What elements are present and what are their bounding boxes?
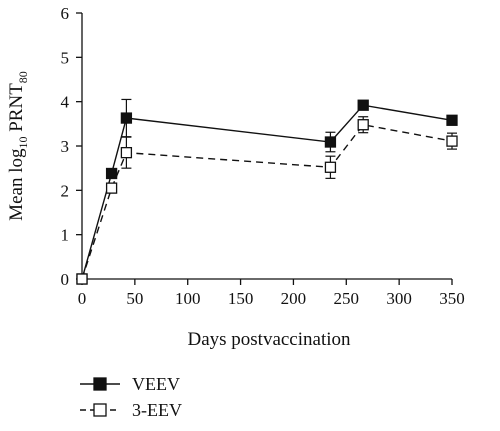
y-tick-label: 2: [61, 181, 70, 200]
y-tick-label: 4: [61, 93, 70, 112]
axes: [81, 13, 452, 280]
data-point: [120, 146, 133, 159]
y-axis-title-sub: 10: [16, 137, 30, 149]
data-point: [357, 99, 369, 111]
data-point: [76, 273, 88, 285]
y-tick-label: 3: [61, 137, 70, 156]
x-axis-title: Days postvaccination: [187, 329, 351, 350]
x-tick-label: 200: [281, 289, 307, 308]
series-line: [81, 123, 453, 280]
data-point: [105, 167, 118, 180]
x-tick-label: 0: [78, 289, 87, 308]
y-ticks: 0 1 2 3 4 5 6: [61, 4, 82, 289]
y-axis-title-sub2: 80: [16, 71, 30, 83]
y-tick-label: 5: [61, 48, 70, 67]
data-point: [105, 182, 118, 194]
data-point: [324, 136, 337, 148]
x-tick-label: 350: [439, 289, 465, 308]
y-tick-label: 1: [61, 226, 70, 245]
series-3-eev: [76, 116, 458, 285]
y-tick-label: 6: [61, 4, 70, 23]
data-point: [446, 114, 458, 126]
legend: VEEV 3-EEV: [80, 374, 182, 420]
legend-label: VEEV: [132, 374, 180, 394]
y-axis-title-rest: PRNT: [6, 83, 27, 137]
x-ticks: 0 50 100 150 200 250 300 350: [78, 279, 465, 308]
x-tick-label: 100: [175, 289, 201, 308]
y-axis-title: Mean log10 PRNT80: [6, 71, 30, 221]
data-point: [120, 112, 133, 124]
series-veev: [76, 98, 458, 285]
y-axis-title-main: Mean log: [6, 148, 27, 221]
legend-marker: [93, 403, 107, 417]
data-point: [324, 161, 337, 173]
legend-item: VEEV: [80, 374, 180, 394]
legend-label: 3-EEV: [132, 400, 182, 420]
x-tick-label: 50: [126, 289, 143, 308]
data-point: [446, 135, 458, 147]
legend-item: 3-EEV: [80, 400, 182, 420]
legend-marker: [93, 377, 107, 391]
series-layer: [76, 98, 458, 285]
data-point: [357, 119, 369, 131]
y-tick-label: 0: [61, 270, 70, 289]
x-tick-label: 300: [386, 289, 412, 308]
x-tick-label: 150: [228, 289, 254, 308]
x-tick-label: 250: [334, 289, 360, 308]
